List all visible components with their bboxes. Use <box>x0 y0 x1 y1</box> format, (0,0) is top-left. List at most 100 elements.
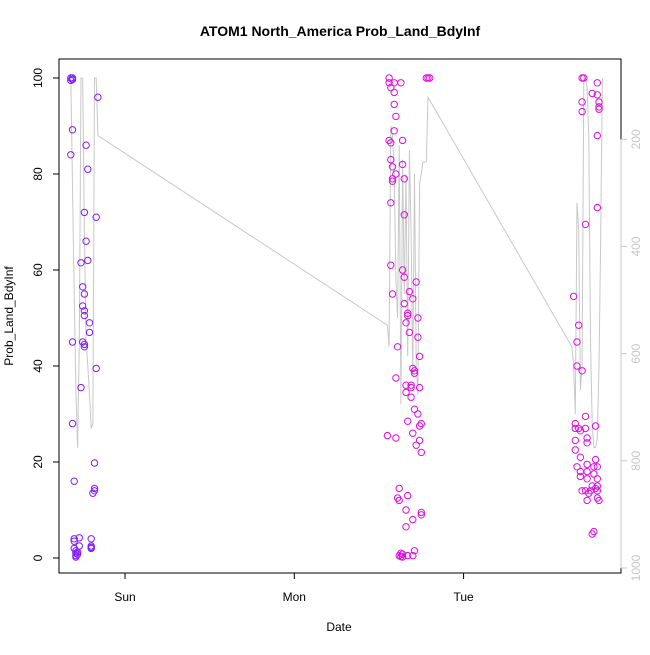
data-point <box>578 107 586 116</box>
data-point <box>414 333 422 341</box>
data-point <box>75 534 84 542</box>
data-point <box>593 463 601 471</box>
data-point <box>77 383 85 392</box>
data-point <box>398 550 407 558</box>
data-point <box>388 177 397 185</box>
data-point <box>387 155 395 164</box>
data-point <box>571 419 579 428</box>
data-point <box>407 381 415 389</box>
data-point <box>67 151 75 159</box>
plot-frame <box>58 58 622 574</box>
data-point <box>87 543 95 552</box>
data-point <box>407 393 415 401</box>
data-point <box>70 537 78 545</box>
data-point <box>395 484 403 493</box>
data-point <box>90 487 99 495</box>
data-point <box>398 136 407 145</box>
data-point <box>581 220 590 229</box>
data-point <box>400 211 408 219</box>
x-tick-label: Mon <box>283 590 306 604</box>
right-tick-label: 200 <box>629 129 643 149</box>
points-layer <box>67 74 603 561</box>
data-point <box>80 290 89 298</box>
data-point <box>387 139 395 147</box>
data-point <box>414 314 422 322</box>
data-point <box>397 79 405 87</box>
data-point <box>593 475 601 483</box>
data-point <box>395 496 403 505</box>
x-tick-label: Tue <box>453 590 474 604</box>
data-point <box>80 307 89 315</box>
data-point <box>404 309 412 317</box>
data-point <box>387 83 395 92</box>
data-point <box>404 551 412 560</box>
data-point <box>92 213 100 221</box>
data-point <box>409 429 417 437</box>
data-point <box>415 352 424 361</box>
y-tick-label: 40 <box>31 359 45 373</box>
data-point <box>417 508 425 517</box>
data-point <box>409 295 417 303</box>
y-tick-label: 0 <box>31 554 45 561</box>
data-point <box>576 472 585 481</box>
data-point <box>404 417 412 425</box>
data-point <box>576 453 585 461</box>
data-point <box>402 388 410 397</box>
data-point <box>80 208 89 217</box>
right-tick-label: 400 <box>629 236 643 256</box>
data-point <box>387 199 395 207</box>
data-point <box>407 383 415 392</box>
data-point <box>595 98 603 106</box>
data-point <box>70 535 78 543</box>
data-point <box>398 266 407 274</box>
chart-title: ATOM1 North_America Prob_Land_BdyInf <box>200 23 481 39</box>
data-point <box>87 535 95 543</box>
data-point <box>410 369 419 377</box>
data-point <box>590 527 598 536</box>
series-line <box>67 77 603 449</box>
y-tick-label: 100 <box>31 68 45 88</box>
data-point <box>417 419 425 428</box>
data-point <box>593 131 601 140</box>
data-point <box>392 170 400 178</box>
data-point <box>415 383 424 392</box>
data-point <box>79 302 87 310</box>
data-point <box>393 343 402 351</box>
data-point <box>593 91 601 99</box>
data-point <box>569 292 578 301</box>
data-point <box>578 367 586 375</box>
data-point <box>85 319 94 327</box>
data-point <box>68 126 77 134</box>
y-tick-label: 60 <box>31 263 45 277</box>
data-point <box>581 424 590 433</box>
data-point <box>591 422 600 430</box>
data-point <box>385 79 393 87</box>
data-point <box>70 477 78 485</box>
data-point <box>383 431 392 440</box>
data-point <box>387 261 395 269</box>
data-point <box>402 523 410 531</box>
data-point <box>94 93 102 101</box>
data-point <box>400 273 408 281</box>
data-point <box>595 103 603 111</box>
data-point <box>417 511 425 519</box>
y-axis-label: Prob_Land_BdyInf <box>2 266 16 366</box>
data-point <box>92 364 100 373</box>
y-tick-label: 20 <box>31 455 45 469</box>
data-point <box>588 89 596 98</box>
data-point <box>583 475 591 483</box>
data-point <box>84 256 92 265</box>
data-point <box>395 551 403 560</box>
data-point <box>398 553 407 561</box>
right-tick-label: 800 <box>629 451 643 471</box>
data-point <box>590 463 598 471</box>
data-point <box>593 203 601 212</box>
data-point <box>410 547 419 555</box>
data-point <box>404 311 412 320</box>
data-point <box>402 319 410 327</box>
data-point <box>417 448 425 457</box>
data-point <box>400 299 408 308</box>
data-point <box>580 74 588 82</box>
data-point <box>392 374 400 382</box>
data-point <box>390 100 398 109</box>
